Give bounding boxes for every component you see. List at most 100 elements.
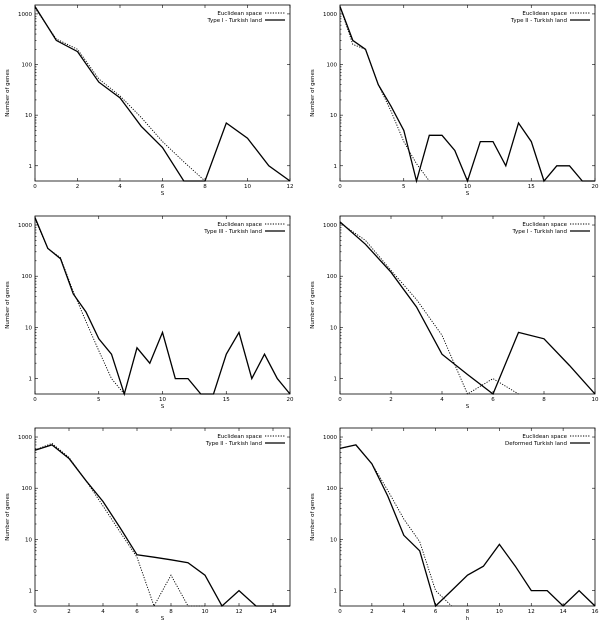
- x-tick-label: 2: [76, 184, 80, 190]
- y-tick-label: 100: [22, 274, 33, 280]
- x-tick-label: 10: [592, 397, 599, 403]
- x-tick-label: 15: [223, 397, 230, 403]
- plot-frame: [339, 427, 596, 607]
- legend-label: Euclidean space: [522, 222, 567, 228]
- x-tick-label: 20: [287, 397, 294, 403]
- legend-label: Euclidean space: [217, 434, 262, 440]
- plot-frame: [34, 4, 291, 182]
- legend-label: Euclidean space: [217, 222, 262, 228]
- x-tick-label: 2: [389, 397, 393, 403]
- x-tick-label: 0: [33, 184, 37, 190]
- x-tick-label: 4: [440, 397, 444, 403]
- x-tick-label: 10: [244, 184, 251, 190]
- x-tick-label: 0: [33, 397, 37, 403]
- y-tick-label: 100: [327, 63, 338, 69]
- plot-frame: [34, 427, 291, 607]
- series-line-1: [34, 442, 205, 608]
- x-tick-label: 8: [542, 397, 546, 403]
- legend-label: Type II - Turkish land: [510, 18, 567, 24]
- series-line-2: [339, 6, 595, 184]
- y-tick-label: 1000: [18, 435, 32, 441]
- y-axis-label: Number of genes: [5, 281, 11, 329]
- y-tick-label: 1: [334, 164, 338, 170]
- series-line-1: [339, 222, 519, 395]
- series-line-1: [339, 444, 452, 607]
- x-tick-label: 16: [592, 609, 599, 615]
- series-line-1: [339, 6, 430, 182]
- plot-frame: [339, 215, 596, 395]
- x-tick-label: 15: [528, 184, 535, 190]
- x-tick-label: 10: [202, 609, 209, 615]
- x-tick-label: 4: [402, 609, 406, 615]
- y-tick-label: 100: [327, 274, 338, 280]
- x-tick-label: 14: [560, 609, 567, 615]
- x-tick-label: 4: [118, 184, 122, 190]
- y-tick-label: 1: [334, 589, 338, 595]
- chart-panel-3: 0 5 10 15 20 1 10 100 1000 S Number of genes Euclid…: [5, 215, 294, 410]
- y-tick-label: 1000: [323, 12, 337, 18]
- legend-label: Type I - Turkish land: [207, 18, 262, 24]
- legend-label: Euclidean space: [217, 11, 262, 17]
- x-tick-label: 4: [101, 609, 105, 615]
- x-tick-label: 0: [338, 609, 342, 615]
- x-tick-label: 20: [592, 184, 599, 190]
- series-line-2: [34, 217, 291, 397]
- y-axis-label: Number of genes: [5, 69, 11, 117]
- y-axis-label: Number of genes: [310, 281, 316, 329]
- y-tick-label: 100: [327, 486, 338, 492]
- x-axis-label: S: [161, 616, 165, 622]
- chart-panel-5: 0 2 4 6 8 10 12 14 1 10 100 1000 S Number of genes Euc…: [5, 427, 291, 622]
- series-line-2: [34, 6, 291, 182]
- plot-frame: [34, 215, 291, 395]
- series-line-2: [34, 444, 290, 608]
- legend-label: Deformed Turkish land: [505, 441, 567, 447]
- y-tick-label: 1: [29, 377, 33, 383]
- x-axis-label: S: [466, 404, 470, 410]
- y-axis-label: Number of genes: [310, 493, 316, 541]
- series-line-2: [339, 444, 596, 608]
- x-axis-label: h: [466, 616, 470, 622]
- y-tick-label: 1: [334, 377, 338, 383]
- x-tick-label: 8: [203, 184, 207, 190]
- y-tick-label: 1000: [323, 435, 337, 441]
- x-tick-label: 12: [236, 609, 243, 615]
- plot-frame: [339, 4, 596, 182]
- x-tick-label: 6: [135, 609, 139, 615]
- legend-label: Euclidean space: [522, 434, 567, 440]
- y-tick-label: 1000: [18, 223, 32, 229]
- x-tick-label: 10: [496, 609, 503, 615]
- x-tick-label: 6: [161, 184, 165, 190]
- y-tick-label: 100: [22, 486, 33, 492]
- legend-label: Type III - Turkish land: [203, 229, 262, 235]
- chart-panel-2: 0 5 10 15 20 1 10 100 1000 S Number of genes Euclid…: [310, 4, 599, 197]
- legend-label: Euclidean space: [522, 11, 567, 17]
- x-tick-label: 14: [270, 609, 277, 615]
- y-tick-label: 1: [29, 164, 33, 170]
- x-tick-label: 5: [97, 397, 101, 403]
- x-axis-label: S: [161, 404, 165, 410]
- y-tick-label: 100: [22, 63, 33, 69]
- x-tick-label: 0: [338, 184, 342, 190]
- y-axis-label: Number of genes: [310, 69, 316, 117]
- x-tick-label: 2: [370, 609, 374, 615]
- legend-label: Type II - Turkish land: [205, 441, 262, 447]
- x-tick-label: 6: [434, 609, 438, 615]
- x-axis-label: S: [466, 191, 470, 197]
- legend-label: Type I - Turkish land: [512, 229, 567, 235]
- x-tick-label: 6: [491, 397, 495, 403]
- x-tick-label: 10: [159, 397, 166, 403]
- x-tick-label: 0: [338, 397, 342, 403]
- y-tick-label: 1000: [18, 12, 32, 18]
- chart-panel-6: 0 2 4 6 8 10 12 14 16 1 10 100 1000 h Number of genes E…: [310, 427, 599, 622]
- series-line-1: [34, 219, 125, 395]
- series-line-2: [339, 221, 596, 396]
- x-tick-label: 10: [464, 184, 471, 190]
- x-tick-label: 5: [402, 184, 406, 190]
- series-line-1: [34, 7, 206, 182]
- y-tick-label: 10: [330, 537, 337, 543]
- y-tick-label: 1: [29, 589, 33, 595]
- y-tick-label: 10: [330, 113, 337, 119]
- y-tick-label: 1000: [323, 223, 337, 229]
- y-tick-label: 10: [25, 537, 32, 543]
